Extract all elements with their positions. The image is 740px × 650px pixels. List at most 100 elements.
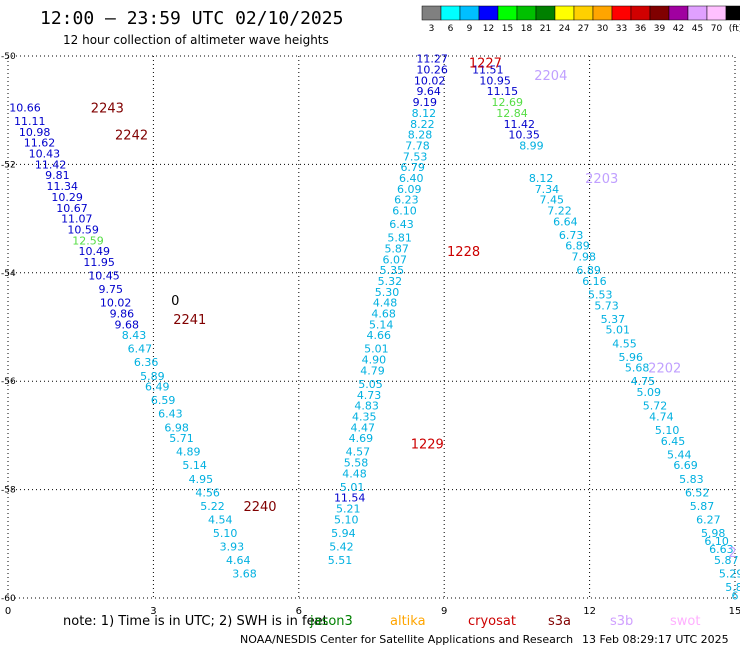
swh-value: 8.12 (412, 107, 437, 120)
swh-value: 5.10 (334, 513, 359, 526)
track-label: 2 (728, 546, 736, 561)
mission-label: swot (670, 614, 700, 629)
swh-value: 5.87 (384, 242, 409, 255)
swh-value: 4.75 (631, 375, 656, 388)
swh-value: 4.83 (354, 400, 379, 413)
swh-value: 7.22 (547, 204, 572, 217)
legend-swatch (573, 5, 594, 21)
swh-value: 6.09 (397, 183, 422, 196)
swh-value: 7.98 (572, 251, 597, 264)
swh-value: 11.54 (334, 492, 366, 505)
swh-value: 10.49 (79, 245, 111, 258)
swh-value: 5.14 (182, 459, 207, 472)
swh-value: 11.51 (472, 64, 504, 77)
swh-value: 10.59 (67, 223, 99, 236)
legend-label: 12 (483, 24, 494, 34)
swh-value: 5.44 (667, 448, 692, 461)
swh-value: 9.86 (110, 307, 135, 320)
swh-value: 9.75 (98, 283, 123, 296)
legend-label: 39 (654, 24, 666, 34)
x-tick-label: 3 (150, 606, 156, 617)
y-tick-label: -58 (1, 486, 16, 496)
swh-value: 5.01 (364, 343, 389, 356)
y-tick-label: -56 (1, 377, 16, 387)
swh-value: 5.29 (719, 568, 740, 581)
track-label: 1228 (447, 245, 480, 260)
swh-value: 10.95 (479, 74, 511, 87)
swh-value: 8.99 (519, 139, 544, 152)
swh-value: 7.53 (403, 150, 428, 163)
legend-swatch (649, 5, 670, 21)
swh-value: 5.94 (331, 527, 356, 540)
swh-value: 11.95 (83, 256, 115, 269)
swh-value: 6.59 (151, 394, 176, 407)
swh-value: 5.14 (369, 318, 394, 331)
swh-value: 6.64 (553, 215, 578, 228)
swh-value: 10.29 (51, 191, 83, 204)
plot-frame (7, 55, 736, 599)
swh-value: 10.98 (19, 126, 51, 139)
swh-value: 6.07 (383, 253, 408, 266)
swh-value: 6.43 (158, 408, 183, 421)
swh-value: 5.96 (619, 351, 644, 364)
legend-label: 70 (711, 24, 723, 34)
swh-value: 4.57 (346, 446, 371, 459)
swh-value: 4.79 (360, 364, 385, 377)
swh-value: 11.11 (14, 115, 46, 128)
swh-value: 9.64 (416, 85, 441, 98)
track-label: 2242 (115, 129, 148, 144)
legend-swatch (687, 5, 708, 21)
swh-value: 5.35 (380, 264, 405, 277)
track-label: 2240 (243, 500, 276, 515)
y-tick-label: -54 (1, 269, 16, 279)
swh-value: 6.27 (696, 513, 721, 526)
swh-value: 9.68 (114, 318, 139, 331)
swh-value: 4.35 (352, 410, 377, 423)
swh-value: 6.40 (399, 172, 424, 185)
track-label: 2202 (648, 362, 681, 377)
swh-value: 12.69 (491, 96, 523, 109)
swh-value: 7.78 (405, 139, 430, 152)
swh-value: 4.95 (189, 473, 214, 486)
swh-value: 4.48 (342, 467, 367, 480)
swh-value: 5.81 (387, 232, 412, 245)
swh-value: 6.47 (128, 343, 153, 356)
credit-text: NOAA/NESDIS Center for Satellite Applica… (240, 633, 574, 646)
x-tick-label: 9 (441, 606, 447, 617)
x-tick-label: 12 (583, 606, 596, 617)
legend-swatch (706, 5, 727, 21)
swh-value: 4.48 (373, 297, 398, 310)
swh-value: 3.93 (220, 541, 245, 554)
swh-value: 12.59 (72, 234, 104, 247)
swh-value: 11.62 (24, 137, 56, 150)
swh-value: 7.34 (535, 183, 560, 196)
swh-value: 4.74 (649, 410, 674, 423)
swh-value: 5.01 (340, 481, 365, 494)
track-label: 1227 (469, 57, 502, 72)
swh-value: 5.98 (701, 527, 726, 540)
swh-value: 6 (732, 589, 739, 602)
swh-value: 5.22 (200, 500, 225, 513)
x-tick-label: 15 (729, 606, 740, 617)
y-tick-label: -52 (1, 160, 16, 170)
swh-value: 6.98 (164, 421, 189, 434)
swh-value: 5.09 (636, 386, 661, 399)
swh-value: 5.89 (140, 370, 165, 383)
legend-swatch (725, 5, 740, 21)
swh-value: 5.30 (375, 286, 400, 299)
swh-value: 5.10 (655, 424, 680, 437)
swh-value: 5.05 (358, 378, 383, 391)
swh-value: 5.58 (344, 457, 369, 470)
swh-value: 6.89 (565, 240, 590, 253)
swh-value: 10.02 (414, 74, 446, 87)
swh-value: 6.16 (582, 275, 607, 288)
swh-value: 6.43 (389, 218, 414, 231)
swh-value: 5.21 (336, 503, 361, 516)
swh-value: 5.83 (679, 473, 704, 486)
swh-value: 8.22 (410, 118, 435, 131)
legend-swatch (421, 5, 442, 21)
swh-value: 11.42 (504, 118, 536, 131)
swh-value: 4.66 (367, 329, 392, 342)
swh-value: 3.68 (232, 568, 257, 581)
